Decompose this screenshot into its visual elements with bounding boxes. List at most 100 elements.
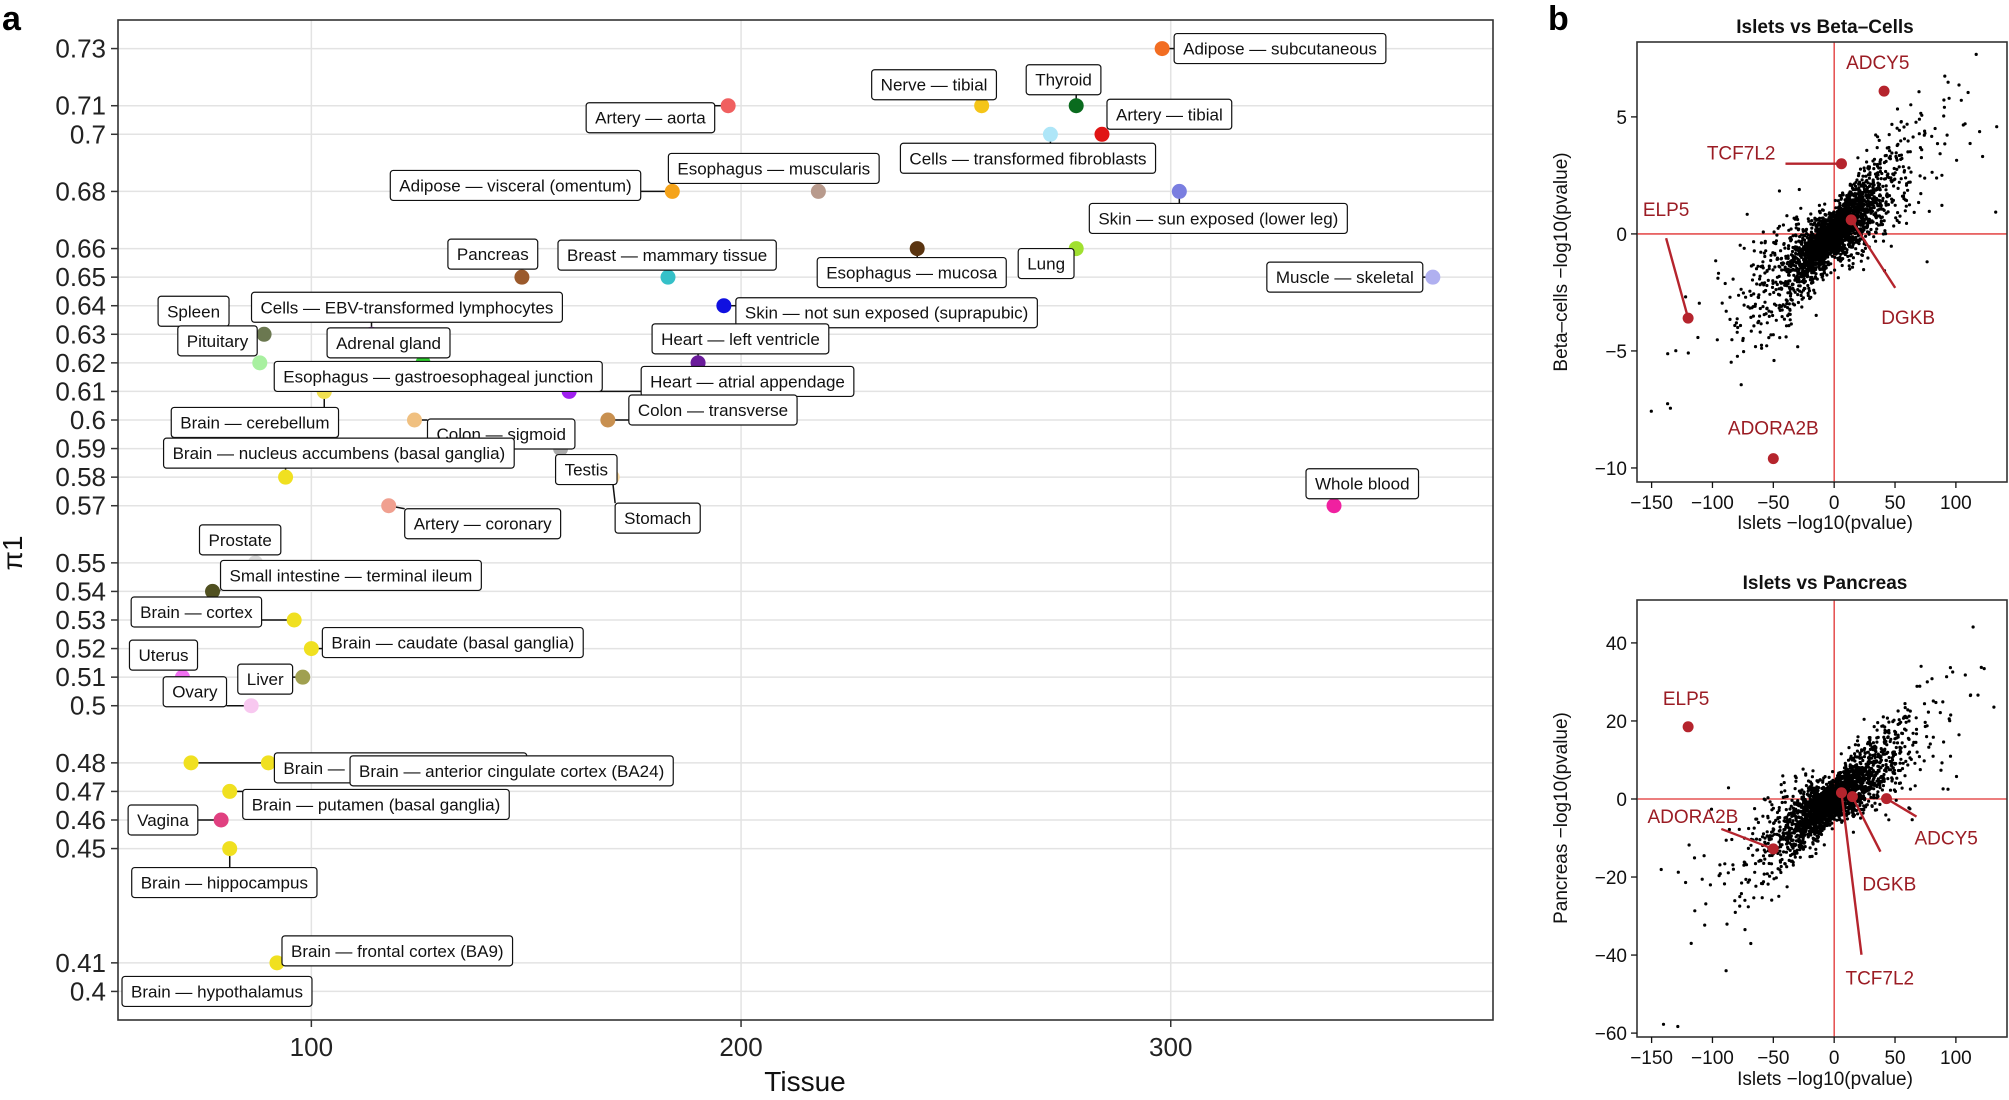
label-box — [816, 256, 1007, 289]
label-text: Liver — [247, 670, 284, 689]
b1-y-tick-label: −10 — [1595, 459, 1627, 480]
point-skin-not-sun-exposed-suprapubic — [716, 298, 732, 314]
panel-a-x-tick-label: 300 — [1149, 1032, 1192, 1062]
label-artery-tibial: Artery — tibial — [1106, 98, 1233, 130]
b2-leader-tcf7l2 — [1840, 792, 1863, 955]
label-box — [585, 102, 716, 134]
point-brain-hippocampus — [222, 841, 238, 857]
label-box — [198, 524, 282, 556]
panel-a-frame — [117, 19, 1494, 1021]
panel-a-y-tick-label: 0.52 — [55, 634, 106, 664]
point-liver — [295, 669, 311, 685]
label-box — [628, 394, 798, 426]
panel-a-y-tick-label: 0.66 — [55, 234, 106, 264]
label-uterus: Uterus — [128, 639, 199, 671]
label-text: Brain — hippocampus — [141, 874, 308, 893]
b1-gene-label-adora2b: ADORA2B — [1728, 419, 1819, 440]
label-text: Cells — EBV-transformed lymphocytes — [261, 298, 554, 317]
panel-a-y-tick-label: 0.55 — [55, 548, 106, 578]
label-artery-coronary: Artery — coronary — [404, 508, 562, 540]
b1-point-adora2b — [1767, 453, 1779, 465]
b1-gene-label-dgkb: DGKB — [1881, 308, 1935, 329]
panel-a-y-tick-label: 0.57 — [55, 491, 106, 521]
b2-x-tick-label: 0 — [1829, 1048, 1840, 1069]
b1-x-tick-label: 100 — [1940, 493, 1972, 514]
point-brain-nucleus-accumbens-basal-ganglia — [278, 469, 294, 485]
label-text: Artery — coronary — [414, 515, 552, 534]
label-cells-transformed-fibroblasts: Cells — transformed fibroblasts — [899, 142, 1157, 174]
panel-b-bottom-y-axis-title: Pancreas −log10(pvalue) — [1551, 712, 1572, 924]
label-adipose-visceral-omentum: Adipose — visceral (omentum) — [389, 169, 642, 202]
label-box — [273, 360, 603, 393]
label-nerve-tibial: Nerve — tibial — [871, 69, 998, 101]
panel-a-y-tick-label: 0.63 — [55, 319, 106, 349]
panel-b-top-title: Islets vs Beta–Cells — [1736, 17, 1913, 38]
label-pituitary: Pituitary — [177, 325, 258, 357]
label-text: Muscle — skeletal — [1276, 268, 1414, 287]
label-brain-cerebellum: Brain — cerebellum — [170, 406, 340, 439]
point-adipose-visceral-omentum — [664, 183, 680, 199]
panel-a-points — [174, 41, 1441, 999]
label-text: Whole blood — [1315, 475, 1410, 494]
label-text: Uterus — [138, 646, 188, 665]
panel-b-bottom-frame — [1636, 599, 2008, 1038]
point-breast-mammary-tissue — [660, 269, 676, 285]
panel-b-bottom-ticks: −150 −100 −50 0 50 100 −60 −40 −20 0 20 40 — [1595, 634, 1972, 1069]
label-text: Nerve — tibial — [881, 76, 988, 95]
label-brain-frontal-cortex-ba9: Brain — frontal cortex (BA9) — [281, 935, 514, 967]
label-box — [349, 755, 674, 787]
label-box — [121, 975, 313, 1008]
label-text: Heart — atrial appendage — [650, 372, 845, 391]
panel-a-y-tick-label: 0.6 — [70, 405, 106, 435]
b1-x-tick-label: 0 — [1829, 493, 1840, 514]
label-box — [1106, 98, 1233, 130]
panel-a-x-tick-label: 100 — [290, 1032, 333, 1062]
b2-y-tick-label: 0 — [1616, 790, 1627, 811]
panel-b-bottom-gene-labels: ELP5 ADORA2B ADCY5 DGKB TCF7L2 — [1648, 689, 1978, 990]
point-brain-anterior-cingulate-cortex-ba24 — [183, 755, 199, 771]
label-stomach: Stomach — [614, 502, 701, 534]
label-text: Vagina — [137, 811, 189, 830]
b1-point-elp5 — [1682, 312, 1694, 324]
b2-point-elp5 — [1682, 721, 1694, 733]
label-heart-left-ventricle: Heart — left ventricle — [651, 323, 830, 355]
label-text: Testis — [565, 461, 608, 480]
point-artery-coronary — [381, 498, 397, 514]
label-text: Pancreas — [457, 245, 529, 264]
panel-b-top-point-cloud — [1649, 52, 1999, 413]
point-thyroid — [1068, 98, 1084, 114]
panel-a-y-tick-label: 0.54 — [55, 576, 106, 606]
point-colon-transverse — [600, 412, 616, 428]
point-artery-aorta — [720, 98, 736, 114]
label-text: Adrenal gland — [336, 334, 441, 353]
label-adipose-subcutaneous: Adipose — subcutaneous — [1173, 32, 1387, 65]
panel-a-y-tick-label: 0.7 — [70, 119, 106, 149]
b2-gene-label-dgkb: DGKB — [1862, 875, 1916, 896]
panel-a-y-tick-label: 0.5 — [70, 691, 106, 721]
label-box — [128, 639, 199, 671]
label-cells-ebv-transformed-lymphocytes: Cells — EBV-transformed lymphocytes — [250, 291, 563, 323]
label-brain-cortex: Brain — cortex — [130, 596, 263, 628]
label-brain-caudate-basal-ganglia: Brain — caudate (basal ganglia) — [321, 626, 584, 659]
panel-b-top-highlighted-points — [1682, 85, 1890, 465]
label-box — [242, 788, 510, 821]
label-text: Spleen — [167, 302, 220, 321]
label-skin-sun-exposed-lower-leg: Skin — sun exposed (lower leg) — [1088, 202, 1348, 235]
panel-a-y-tick-label: 0.68 — [55, 176, 106, 206]
label-brain-nucleus-accumbens-basal-ganglia: Brain — nucleus accumbens (basal ganglia… — [162, 437, 515, 469]
label-ovary: Ovary — [162, 676, 228, 708]
panel-a-y-tick-label: 0.62 — [55, 348, 106, 378]
b2-point-adora2b — [1767, 843, 1779, 855]
label-box — [321, 626, 584, 659]
b1-y-tick-label: 5 — [1616, 108, 1627, 129]
b1-point-dgkb — [1845, 214, 1857, 226]
label-pancreas: Pancreas — [447, 238, 539, 270]
panel-a-y-axis-title: π1 — [0, 536, 28, 571]
b2-y-tick-label: −40 — [1595, 946, 1627, 967]
label-lung: Lung — [1017, 247, 1075, 280]
b1-leader-elp5 — [1664, 237, 1690, 319]
point-nerve-tibial — [974, 98, 990, 114]
label-esophagus-gastroesophageal-junction: Esophagus — gastroesophageal junction — [273, 360, 603, 393]
panel-a-y-tick-label: 0.4 — [70, 976, 106, 1006]
b2-y-tick-label: −20 — [1595, 868, 1627, 889]
